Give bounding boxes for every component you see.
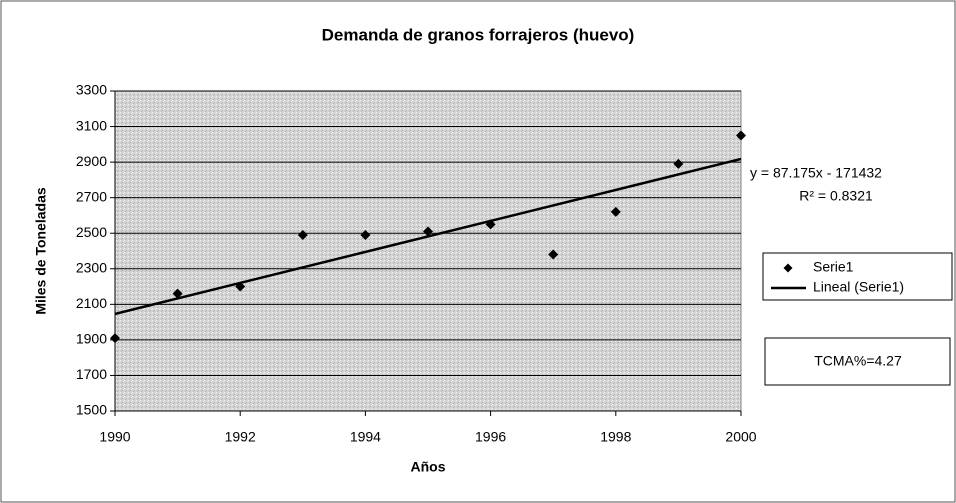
point — [423, 226, 433, 237]
point — [297, 230, 308, 240]
x-tick-label: 1992 — [225, 429, 256, 445]
y-tick-label: 1700 — [76, 366, 107, 382]
y-tick-label: 2700 — [76, 188, 107, 204]
point — [360, 230, 371, 240]
point — [172, 288, 183, 299]
tcma: TCMA%=4.27 — [814, 353, 902, 369]
trendline — [114, 157, 742, 316]
y-tick-label: 2500 — [76, 224, 107, 240]
y-tick-label: 3100 — [76, 117, 107, 133]
y-tick-label: 2300 — [76, 259, 107, 275]
x-tick-label: 1996 — [475, 429, 506, 445]
x-tick-label: 1990 — [99, 429, 130, 445]
chart-title: Demanda de granos forrajeros (huevo) — [322, 25, 635, 44]
x-tick-label: 1994 — [350, 429, 381, 445]
plot-area — [114, 90, 742, 412]
tcma-box — [764, 337, 951, 386]
x-tick-label: 2000 — [725, 429, 756, 445]
point — [736, 130, 746, 141]
y-tick-label: 1900 — [76, 331, 107, 347]
legend-marker — [783, 263, 793, 273]
equation: y = 87.175x - 171432 — [750, 165, 882, 181]
y-tick-label: 3300 — [76, 82, 107, 98]
r-squared: R² = 0.8321 — [799, 188, 873, 204]
point — [548, 249, 559, 260]
legend — [762, 252, 953, 301]
y-tick-label: 2100 — [76, 295, 107, 311]
x-axis-label: Años — [411, 459, 446, 475]
legend-label: Serie1 — [813, 259, 854, 275]
point — [610, 206, 621, 217]
y-tick-label: 1500 — [76, 402, 107, 418]
x-tick-label: 1998 — [600, 429, 631, 445]
point — [110, 333, 120, 344]
legend-label: Lineal (Serie1) — [813, 279, 904, 295]
point — [673, 158, 684, 169]
y-tick-label: 2900 — [76, 153, 107, 169]
y-axis-label: Miles de Toneladas — [33, 187, 49, 315]
